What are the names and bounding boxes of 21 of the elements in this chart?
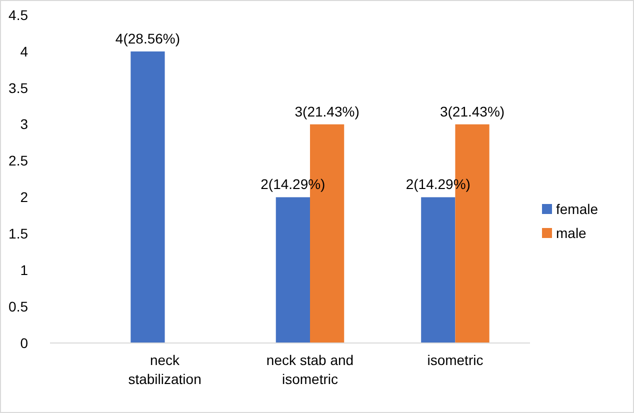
y-tick-label: 3.5 bbox=[8, 80, 28, 96]
x-tick-label: neck stab and isometric bbox=[266, 352, 354, 387]
x-tick-label: isometric bbox=[427, 352, 484, 368]
y-tick-label: 0 bbox=[20, 334, 28, 351]
y-tick-label: 1.5 bbox=[8, 226, 28, 242]
data-label: 4(28.56%) bbox=[115, 30, 180, 46]
y-tick-label: 0.5 bbox=[8, 298, 28, 314]
y-tick-label: 2 bbox=[20, 189, 28, 206]
bar bbox=[130, 51, 165, 343]
y-tick-label: 3 bbox=[20, 116, 28, 132]
legend-label: female bbox=[556, 200, 598, 217]
data-label: 3(21.43%) bbox=[440, 103, 505, 120]
y-tick-label: 2.5 bbox=[8, 152, 28, 169]
x-tick-label: neck stabilization bbox=[128, 352, 202, 387]
bar bbox=[421, 197, 456, 343]
y-tick-label: 4.5 bbox=[8, 6, 28, 23]
bar bbox=[276, 197, 310, 343]
y-tick-label: 1 bbox=[20, 262, 28, 278]
y-tick-label: 4 bbox=[20, 43, 28, 60]
data-label: 3(21.43%) bbox=[294, 103, 360, 120]
legend-label: male bbox=[556, 224, 587, 241]
